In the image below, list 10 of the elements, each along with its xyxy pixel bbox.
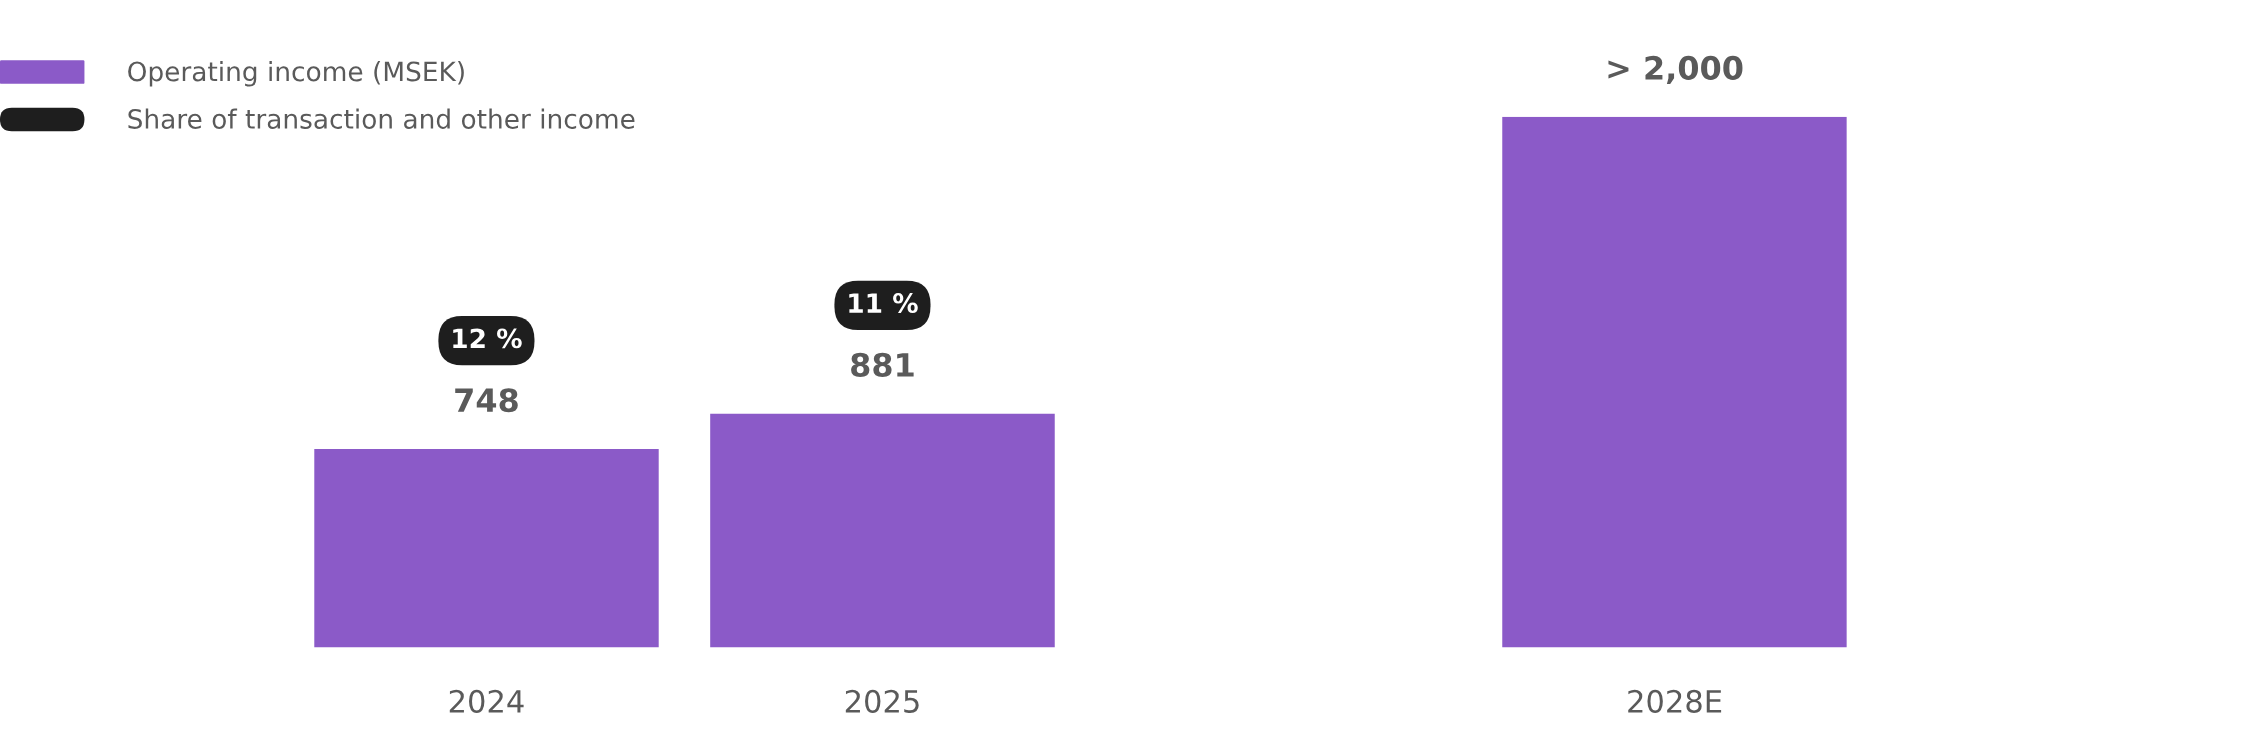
legend-label: Operating income (MSEK) xyxy=(128,61,464,87)
annotation: 12 % xyxy=(453,328,522,349)
data-label: 748 xyxy=(455,388,518,413)
x-tick-label: 2024 xyxy=(449,689,524,713)
annotation: Share of transaction and other income xyxy=(128,108,635,129)
data-label: 881 xyxy=(851,352,914,377)
x-tick-label: 2028E xyxy=(1628,689,1722,713)
data-label: > 2,000 xyxy=(1608,55,1743,85)
x-tick-label: 2025 xyxy=(845,689,919,713)
annotation: 11 % xyxy=(849,293,918,314)
